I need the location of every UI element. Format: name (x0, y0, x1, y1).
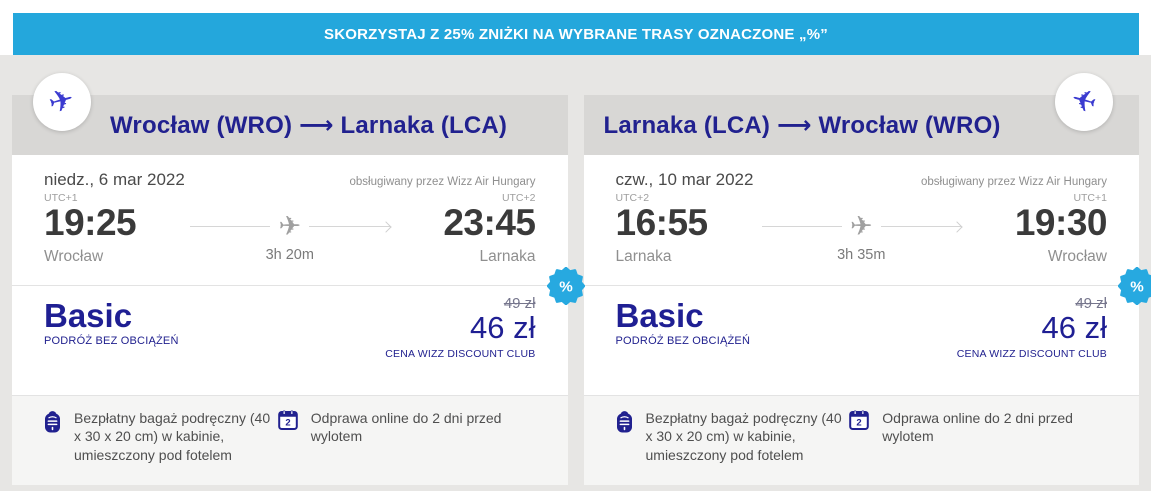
arrival-time: 23:45 (443, 202, 536, 243)
promo-banner-text: SKORZYSTAJ Z 25% ZNIŻKI NA WYBRANE TRASY… (324, 25, 828, 43)
discounted-price: 46 zł (470, 310, 536, 345)
perk-checkin: 2 Odprawa online do 2 dni przed wylotem (277, 409, 536, 485)
route-visualization: ✈ 3h 35m (748, 211, 976, 266)
svg-text:%: % (559, 279, 573, 296)
departure-plane-badge: ✈ (33, 73, 91, 131)
departure-city: Larnaka (615, 247, 672, 265)
perk-checkin-text: Odprawa online do 2 dni przed wylotem (310, 410, 502, 445)
plane-route-icon: ✈ (278, 211, 302, 242)
price-note: CENA WIZZ DISCOUNT CLUB (385, 347, 536, 360)
arrival-utc-label: UTC+2 (501, 192, 536, 204)
perk-baggage-text: Bezpłatny bagaż podręczny (40 x 30 x 20 … (645, 410, 842, 463)
arrival-utc-label: UTC+1 (1073, 192, 1107, 204)
route-line-left (761, 226, 842, 228)
outbound-flight-card: ✈ Wrocław (WRO) ⟶ Larnaka (LCA) niedz., … (12, 73, 585, 486)
route-line-left (190, 226, 271, 228)
departure-utc-label: UTC+1 (44, 192, 78, 204)
operator-label: obsługiwany przez Wizz Air Hungary (921, 176, 1107, 188)
backpack-icon (616, 411, 632, 433)
outbound-flight-details: niedz., 6 mar 2022 obsługiwany przez Wiz… (12, 155, 568, 285)
fare-tagline: PODRÓŻ BEZ OBCIĄŻEŃ (44, 335, 179, 347)
route-title: Wrocław (WRO) ⟶ Larnaka (LCA) (110, 111, 508, 139)
calendar-check-in-icon: 2 (849, 410, 870, 430)
departure-time: 16:55 (615, 202, 709, 243)
basic-fare-option[interactable]: Basic PODRÓŻ BEZ OBCIĄŻEŃ 49 zł 46 zł CE… (583, 267, 1151, 395)
departure-time: 19:25 (44, 202, 137, 243)
perk-checkin: 2 Odprawa online do 2 dni przed wylotem (849, 409, 1107, 485)
perk-baggage-text: Bezpłatny bagaż podręczny (40 x 30 x 20 … (74, 410, 271, 463)
flight-results-area: ✈ Wrocław (WRO) ⟶ Larnaka (LCA) niedz., … (0, 55, 1151, 491)
backpack-icon (45, 411, 60, 433)
old-price: 49 zł (1075, 295, 1107, 312)
outbound-perks: Bezpłatny bagaż podręczny (40 x 30 x 20 … (12, 395, 568, 485)
discounted-price: 46 zł (1041, 310, 1107, 345)
route-arrow-icon (880, 226, 961, 228)
operator-label: obsługiwany przez Wizz Air Hungary (349, 176, 536, 188)
calendar-check-in-icon: 2 (277, 410, 298, 430)
return-perks: Bezpłatny bagaż podręczny (40 x 30 x 20 … (583, 395, 1139, 485)
flight-duration: 3h 20m (265, 246, 314, 263)
plane-icon: ✈ (45, 81, 79, 122)
arrival-city: Wrocław (1047, 247, 1107, 265)
perk-baggage: Bezpłatny bagaż podręczny (40 x 30 x 20 … (616, 409, 850, 485)
plane-icon: ✈ (1067, 81, 1101, 122)
svg-text:2: 2 (285, 418, 290, 429)
arrival-city: Larnaka (479, 247, 536, 265)
departure-city: Wrocław (44, 247, 104, 265)
flight-date: niedz., 6 mar 2022 (44, 170, 185, 189)
return-plane-badge: ✈ (1055, 73, 1113, 131)
fare-name: Basic (615, 297, 704, 334)
route-arrow-icon (309, 226, 390, 228)
flight-duration: 3h 35m (837, 246, 886, 263)
plane-route-icon: ✈ (849, 211, 873, 242)
svg-text:2: 2 (857, 418, 862, 429)
flight-cards-row: ✈ Wrocław (WRO) ⟶ Larnaka (LCA) niedz., … (12, 73, 1151, 486)
departure-utc-label: UTC+2 (615, 192, 650, 204)
discount-percent-badge-icon: % (1118, 267, 1151, 305)
price-note: CENA WIZZ DISCOUNT CLUB (956, 347, 1107, 360)
promo-banner: SKORZYSTAJ Z 25% ZNIŻKI NA WYBRANE TRASY… (13, 13, 1139, 55)
basic-fare-option[interactable]: Basic PODRÓŻ BEZ OBCIĄŻEŃ 49 zł 46 zł CE… (12, 267, 585, 395)
outbound-card-header: Wrocław (WRO) ⟶ Larnaka (LCA) (12, 95, 568, 155)
return-flight-card: ✈ Larnaka (LCA) ⟶ Wrocław (WRO) czw., 10… (583, 73, 1151, 486)
fare-tagline: PODRÓŻ BEZ OBCIĄŻEŃ (615, 335, 751, 347)
discount-percent-badge-icon: % (546, 267, 585, 305)
perk-checkin-text: Odprawa online do 2 dni przed wylotem (882, 410, 1073, 445)
route-title: Larnaka (LCA) ⟶ Wrocław (WRO) (603, 111, 1001, 139)
fare-name: Basic (44, 297, 133, 334)
old-price: 49 zł (503, 295, 536, 312)
arrival-time: 19:30 (1014, 202, 1108, 243)
flight-date: czw., 10 mar 2022 (615, 170, 754, 189)
route-visualization: ✈ 3h 20m (176, 211, 404, 266)
svg-text:%: % (1130, 279, 1144, 296)
return-card-header: Larnaka (LCA) ⟶ Wrocław (WRO) (583, 95, 1139, 155)
perk-baggage: Bezpłatny bagaż podręczny (40 x 30 x 20 … (44, 409, 278, 485)
return-flight-details: czw., 10 mar 2022 obsługiwany przez Wizz… (583, 155, 1139, 285)
